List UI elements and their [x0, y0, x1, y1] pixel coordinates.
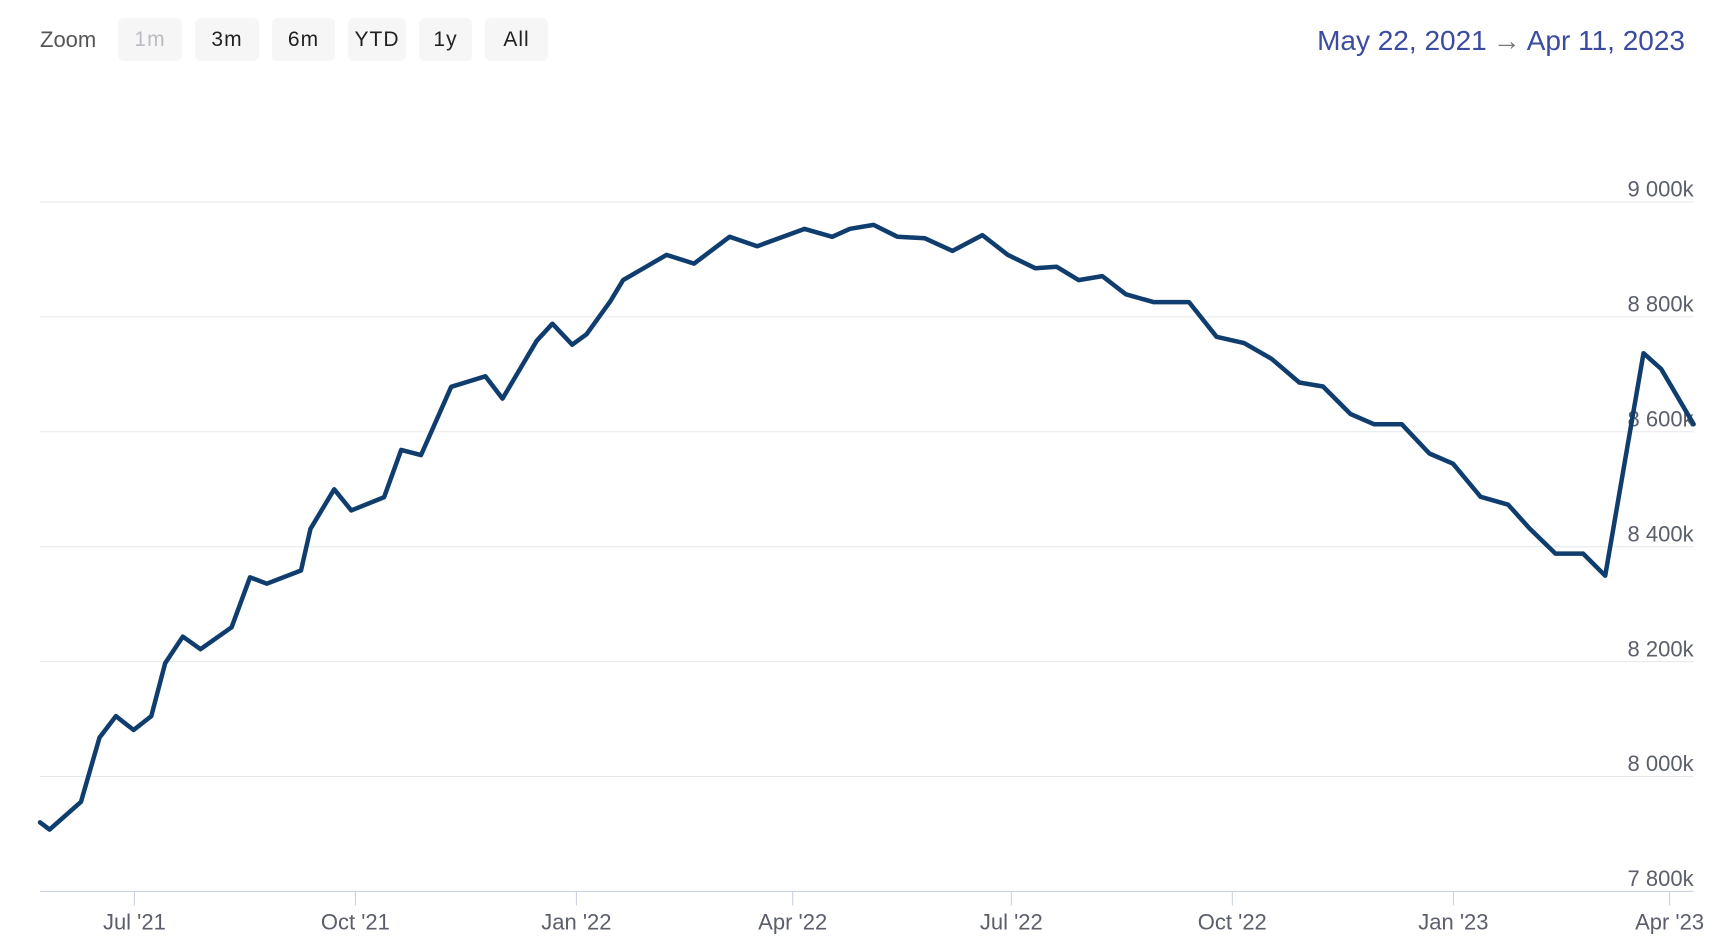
svg-text:Apr '23: Apr '23: [1635, 909, 1704, 934]
svg-text:7 800k: 7 800k: [1628, 866, 1695, 891]
svg-text:8 400k: 8 400k: [1628, 521, 1695, 546]
svg-text:9 000k: 9 000k: [1628, 177, 1695, 202]
svg-text:Apr '22: Apr '22: [758, 909, 827, 934]
svg-text:Jan '23: Jan '23: [1418, 909, 1488, 934]
svg-text:8 200k: 8 200k: [1628, 636, 1695, 661]
svg-text:Jul '22: Jul '22: [980, 909, 1043, 934]
svg-text:Oct '22: Oct '22: [1198, 909, 1267, 934]
svg-text:Oct '21: Oct '21: [321, 909, 390, 934]
svg-text:8 800k: 8 800k: [1628, 292, 1695, 317]
svg-text:Jan '22: Jan '22: [541, 909, 611, 934]
svg-text:8 000k: 8 000k: [1628, 751, 1695, 776]
svg-text:Jul '21: Jul '21: [103, 909, 166, 934]
